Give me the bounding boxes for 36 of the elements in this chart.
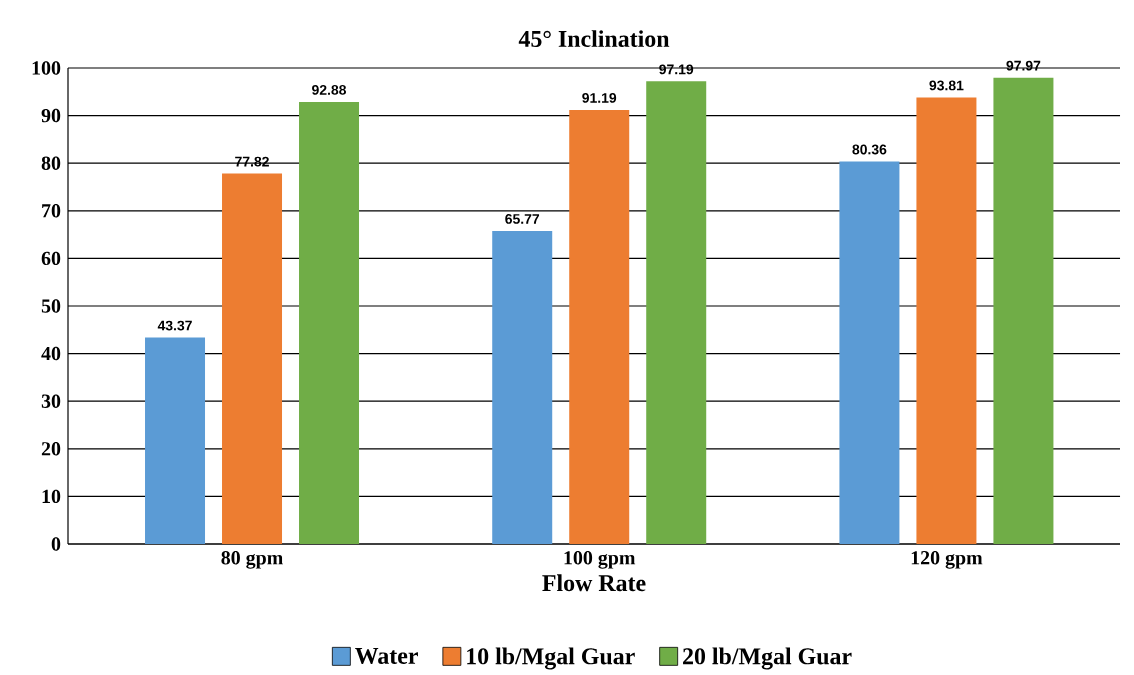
bar xyxy=(646,81,707,544)
bar xyxy=(569,109,630,544)
y-tick-label: 40 xyxy=(41,346,61,361)
bar xyxy=(993,77,1054,544)
data-label: 65.77 xyxy=(505,213,540,224)
y-tick-label: 50 xyxy=(41,299,61,313)
y-tick-label: 100 xyxy=(32,61,61,75)
y-tick-label: 30 xyxy=(41,394,61,408)
data-label: 91.19 xyxy=(582,92,617,103)
legend-label: 10 lb/Mgal Guar xyxy=(467,647,635,670)
bar xyxy=(916,97,977,544)
y-tick-label: 0 xyxy=(51,537,61,551)
x-tick-label: 120 gpm xyxy=(911,550,983,569)
y-tick-label: 70 xyxy=(42,204,61,218)
y-tick-label: 60 xyxy=(41,251,61,266)
bar xyxy=(145,337,206,544)
y-tick-label: 10 xyxy=(42,489,61,504)
legend-label: 20 lb/Mgal Guar xyxy=(683,647,852,670)
data-label: 80.36 xyxy=(852,144,887,155)
y-tick-label: 80 xyxy=(41,156,61,170)
bar xyxy=(839,161,900,544)
data-label: 97.97 xyxy=(1006,60,1041,71)
legend-label: Water xyxy=(355,647,418,665)
data-label: 97.19 xyxy=(659,64,694,75)
chart-title: 45° Inclination xyxy=(518,30,670,47)
y-tick-label: 90 xyxy=(41,108,61,123)
bar xyxy=(492,230,553,544)
bar xyxy=(222,173,283,544)
y-tick-label: 20 xyxy=(41,442,61,456)
data-label: 92.88 xyxy=(312,84,347,95)
x-tick-label: 80 gpm xyxy=(221,550,283,569)
data-label: 43.37 xyxy=(157,320,192,331)
data-label: 93.81 xyxy=(929,80,964,91)
bar xyxy=(299,101,360,544)
x-tick-label: 100 gpm xyxy=(564,550,636,569)
x-axis-title: Flow Rate xyxy=(542,574,646,592)
